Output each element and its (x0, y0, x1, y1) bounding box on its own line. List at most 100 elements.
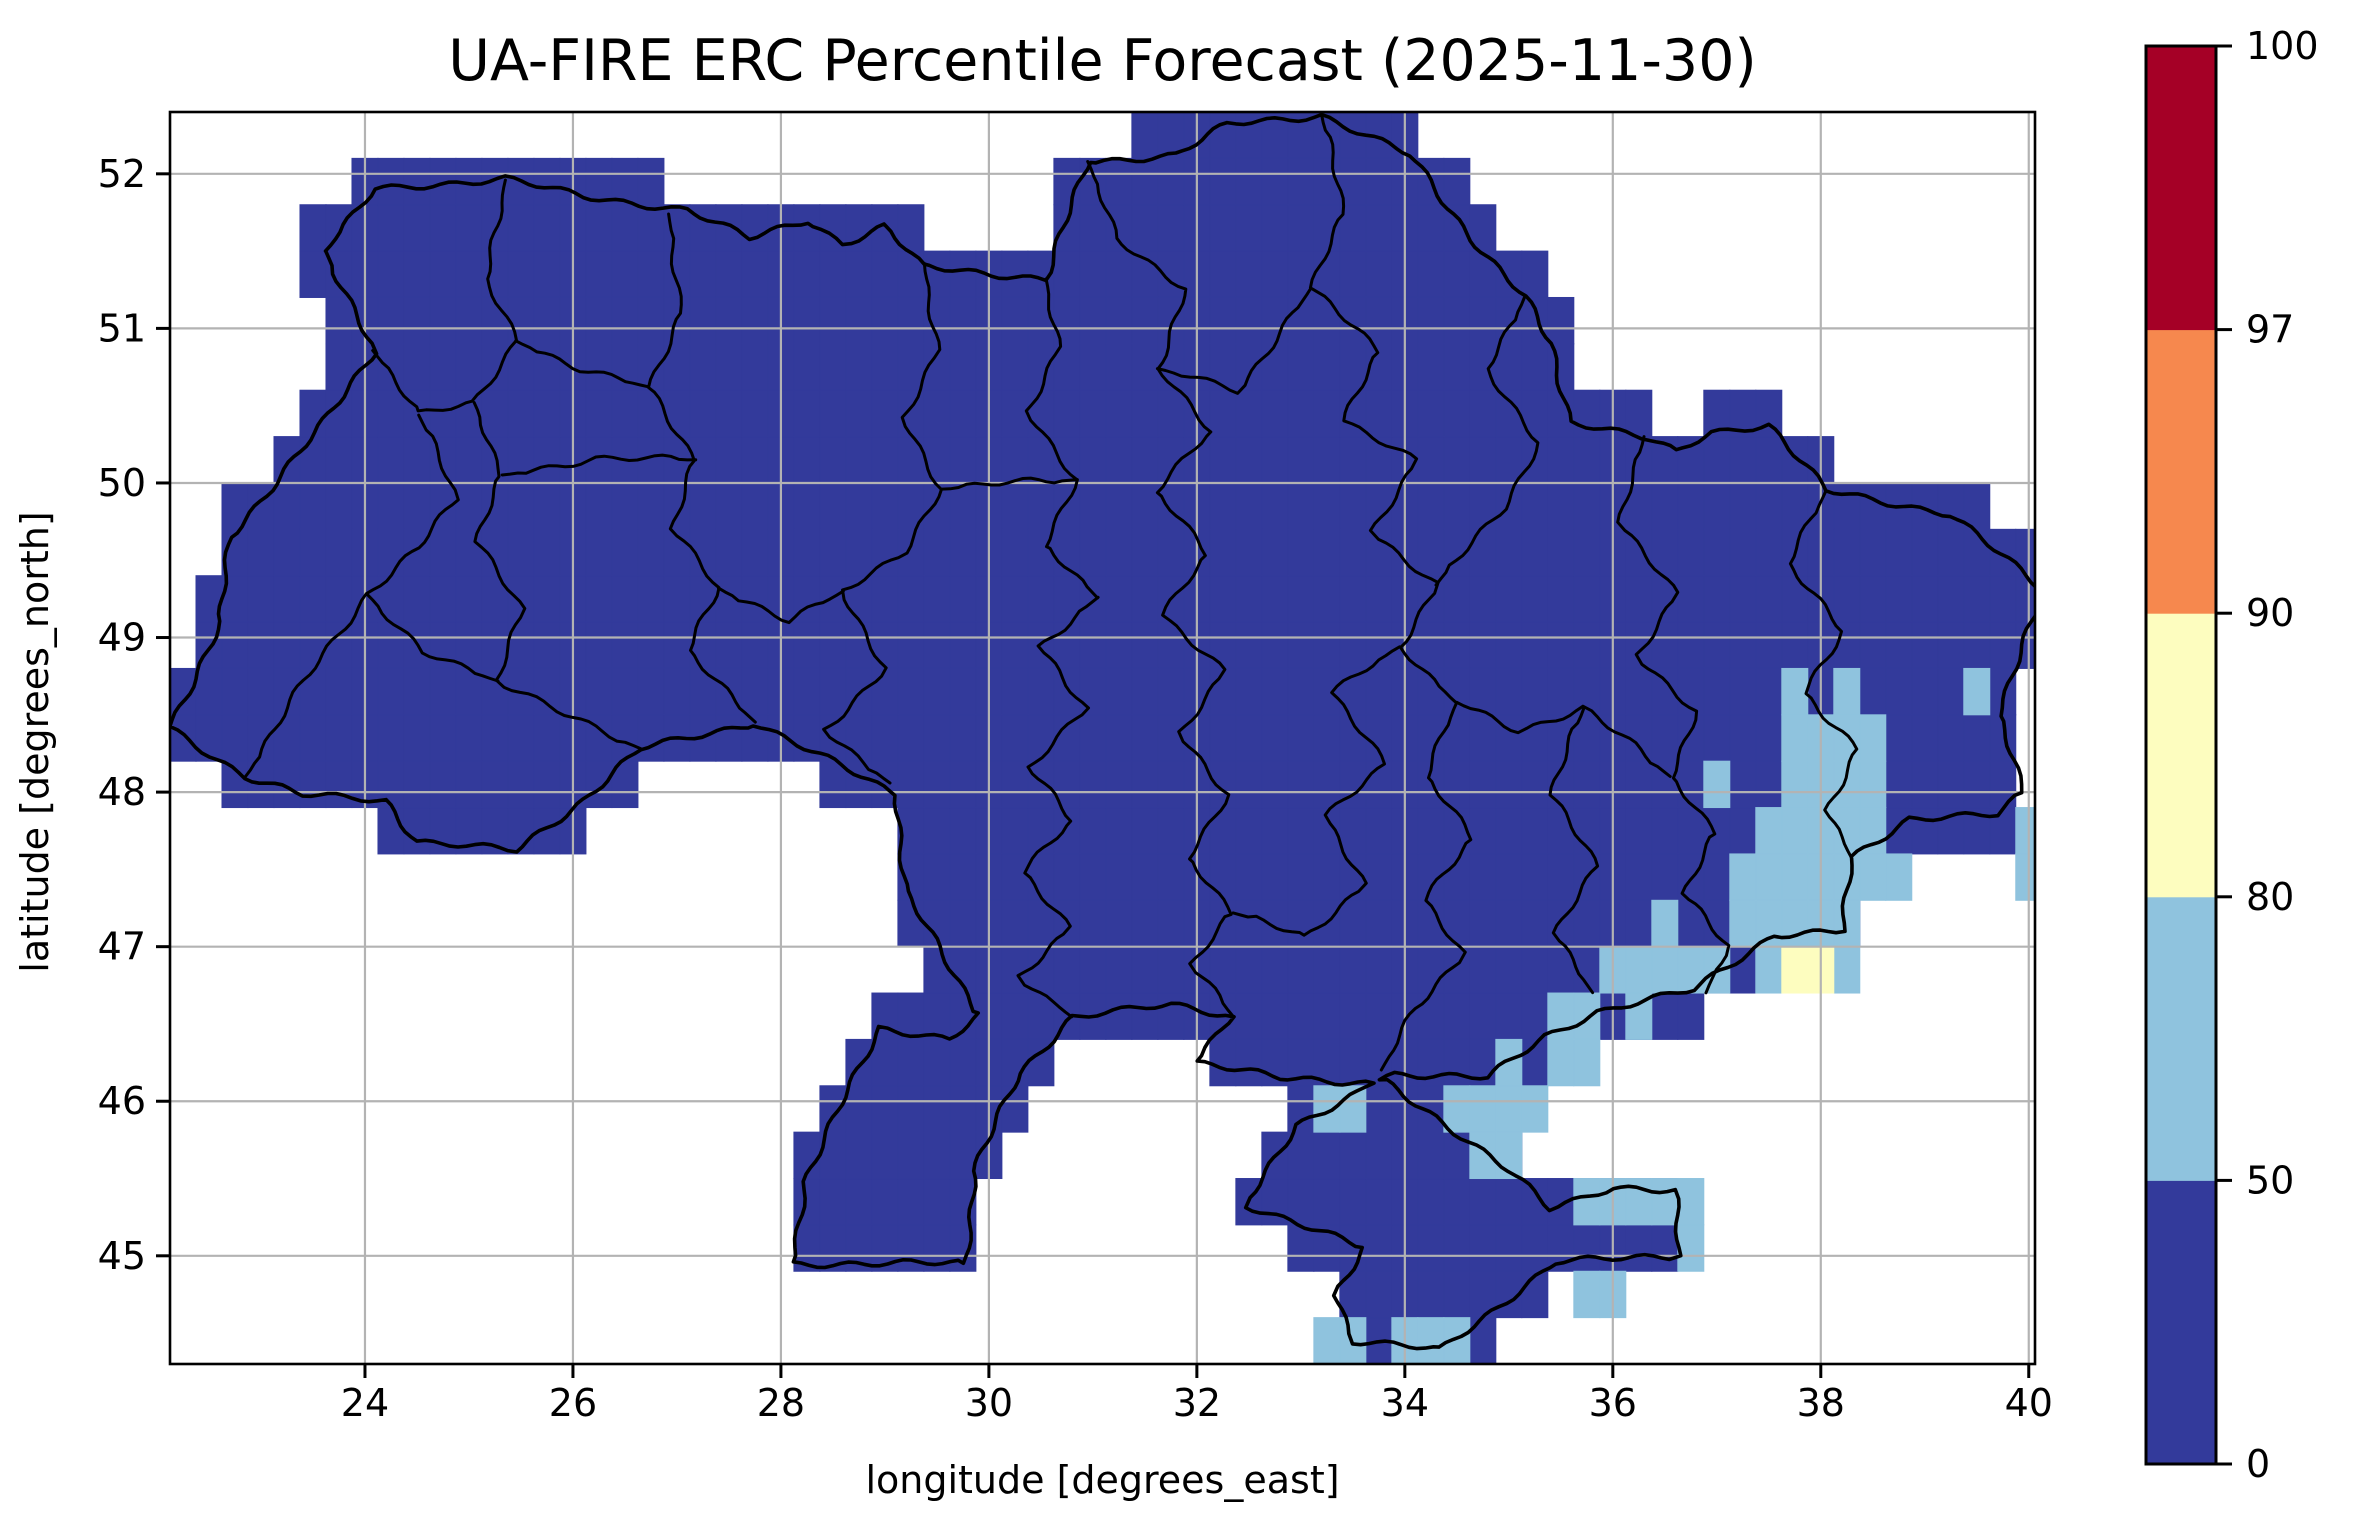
cell-bin-0-50 (1027, 714, 1055, 762)
cell-bin-0-50 (1313, 621, 1341, 669)
cell-bin-50-80 (1651, 899, 1679, 948)
cell-bin-0-50 (481, 389, 509, 438)
cell-bin-0-50 (299, 204, 327, 252)
cell-bin-0-50 (1885, 621, 1913, 669)
cell-bin-0-50 (663, 250, 691, 298)
cell-bin-0-50 (1105, 389, 1133, 438)
cell-bin-0-50 (247, 621, 275, 669)
colorbar-segment (2146, 896, 2216, 1181)
cell-bin-0-50 (845, 250, 873, 298)
cell-bin-0-50 (1365, 946, 1393, 994)
cell-bin-0-50 (325, 436, 353, 484)
cell-bin-0-50 (1313, 946, 1341, 994)
cell-bin-0-50 (1417, 992, 1445, 1040)
cell-bin-0-50 (637, 714, 665, 762)
cell-bin-0-50 (611, 667, 639, 716)
cell-bin-0-50 (481, 621, 509, 669)
cell-bin-0-50 (741, 436, 769, 484)
cell-bin-0-50 (1417, 436, 1445, 484)
cell-bin-0-50 (1287, 760, 1315, 809)
cell-bin-0-50 (1079, 946, 1107, 994)
cell-bin-0-50 (1521, 853, 1549, 901)
cell-bin-0-50 (1443, 1224, 1471, 1272)
x-tick-label: 24 (341, 1381, 389, 1425)
cell-bin-0-50 (1027, 807, 1055, 855)
cell-bin-0-50 (897, 1131, 925, 1180)
cell-bin-0-50 (1729, 482, 1757, 530)
cell-bin-0-50 (1885, 667, 1913, 716)
cell-bin-0-50 (949, 853, 977, 901)
cell-bin-0-50 (715, 528, 743, 577)
cell-bin-0-50 (949, 667, 977, 716)
cell-bin-0-50 (325, 575, 353, 623)
cell-bin-0-50 (689, 296, 717, 345)
cell-bin-0-50 (1261, 343, 1289, 391)
cell-bin-0-50 (1573, 528, 1601, 577)
cell-bin-50-80 (1573, 1270, 1601, 1319)
cell-bin-0-50 (1131, 436, 1159, 484)
cell-bin-0-50 (1677, 760, 1705, 809)
cell-bin-0-50 (845, 1178, 873, 1226)
cell-bin-0-50 (1521, 1178, 1549, 1226)
cell-bin-0-50 (1157, 296, 1185, 345)
cell-bin-0-50 (897, 760, 925, 809)
cell-bin-50-80 (1729, 899, 1757, 948)
cell-bin-0-50 (819, 296, 847, 345)
cell-bin-0-50 (1469, 760, 1497, 809)
cell-bin-0-50 (1651, 714, 1679, 762)
cell-bin-0-50 (533, 575, 561, 623)
cell-bin-0-50 (1495, 343, 1523, 391)
cell-bin-50-80 (1859, 760, 1887, 809)
cell-bin-0-50 (1053, 157, 1081, 206)
cell-bin-0-50 (1521, 528, 1549, 577)
cell-bin-0-50 (1235, 807, 1263, 855)
cell-bin-0-50 (585, 528, 613, 577)
cell-bin-0-50 (741, 528, 769, 577)
cell-bin-0-50 (1573, 899, 1601, 948)
cell-bin-0-50 (1261, 528, 1289, 577)
cell-bin-0-50 (299, 528, 327, 577)
cell-bin-0-50 (1625, 575, 1653, 623)
cell-bin-0-50 (715, 436, 743, 484)
cell-bin-0-50 (897, 1178, 925, 1226)
cell-bin-0-50 (923, 760, 951, 809)
cell-bin-0-50 (1053, 714, 1081, 762)
cell-bin-0-50 (897, 575, 925, 623)
cell-bin-0-50 (429, 204, 457, 252)
x-tick-label: 28 (757, 1381, 805, 1425)
cell-bin-0-50 (923, 714, 951, 762)
cell-bin-0-50 (1677, 482, 1705, 530)
oblast-boundary (1455, 700, 1672, 778)
cell-bin-0-50 (1053, 667, 1081, 716)
cell-bin-0-50 (403, 157, 431, 206)
cell-bin-0-50 (793, 621, 821, 669)
cell-bin-0-50 (429, 760, 457, 809)
cell-bin-0-50 (1495, 528, 1523, 577)
cell-bin-0-50 (1911, 621, 1939, 669)
cell-bin-0-50 (1105, 157, 1133, 206)
cell-bin-0-50 (1495, 1224, 1523, 1272)
cell-bin-0-50 (1131, 853, 1159, 901)
cell-bin-0-50 (1703, 436, 1731, 484)
cell-bin-0-50 (1235, 482, 1263, 530)
cell-bin-0-50 (1521, 575, 1549, 623)
cell-bin-0-50 (1261, 436, 1289, 484)
cell-bin-0-50 (741, 250, 769, 298)
cell-bin-0-50 (1911, 528, 1939, 577)
cell-bin-0-50 (923, 389, 951, 438)
cell-bin-0-50 (611, 389, 639, 438)
cell-bin-0-50 (455, 575, 483, 623)
cell-bin-0-50 (1521, 621, 1549, 669)
colorbar-segment (2146, 46, 2216, 331)
cell-bin-0-50 (1651, 807, 1679, 855)
colorbar-tick-label: 80 (2246, 875, 2294, 919)
y-tick-label: 46 (98, 1079, 146, 1123)
cell-bin-0-50 (1937, 667, 1965, 716)
cell-bin-0-50 (1443, 343, 1471, 391)
cell-bin-0-50 (1339, 621, 1367, 669)
cell-bin-0-50 (1313, 992, 1341, 1040)
cell-bin-0-50 (1677, 807, 1705, 855)
cell-bin-0-50 (819, 528, 847, 577)
cell-bin-0-50 (1495, 436, 1523, 484)
